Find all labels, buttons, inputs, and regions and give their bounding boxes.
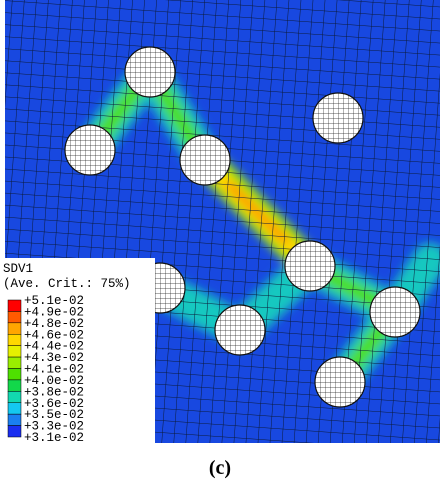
legend-swatch [8, 300, 21, 311]
legend-swatch [8, 311, 21, 322]
legend-swatch [8, 323, 21, 334]
legend-subtitle: (Ave. Crit.: 75%) [3, 277, 131, 291]
figure: SDV1 (Ave. Crit.: 75%) +5.1e-02+4.9e-02+… [0, 0, 440, 484]
legend-swatch [8, 403, 21, 414]
legend-swatch [8, 357, 21, 368]
legend-swatch [8, 426, 21, 437]
legend-swatch [8, 346, 21, 357]
legend-swatch [8, 369, 21, 380]
caption: (c) [209, 457, 231, 479]
legend-swatch [8, 334, 21, 345]
legend-title: SDV1 [3, 262, 33, 276]
legend: +5.1e-02+4.9e-02+4.8e-02+4.6e-02+4.4e-02… [8, 294, 84, 445]
legend-level: +3.1e-02 [24, 431, 84, 445]
legend-swatch [8, 380, 21, 391]
legend-swatch [8, 391, 21, 402]
legend-swatch [8, 414, 21, 425]
